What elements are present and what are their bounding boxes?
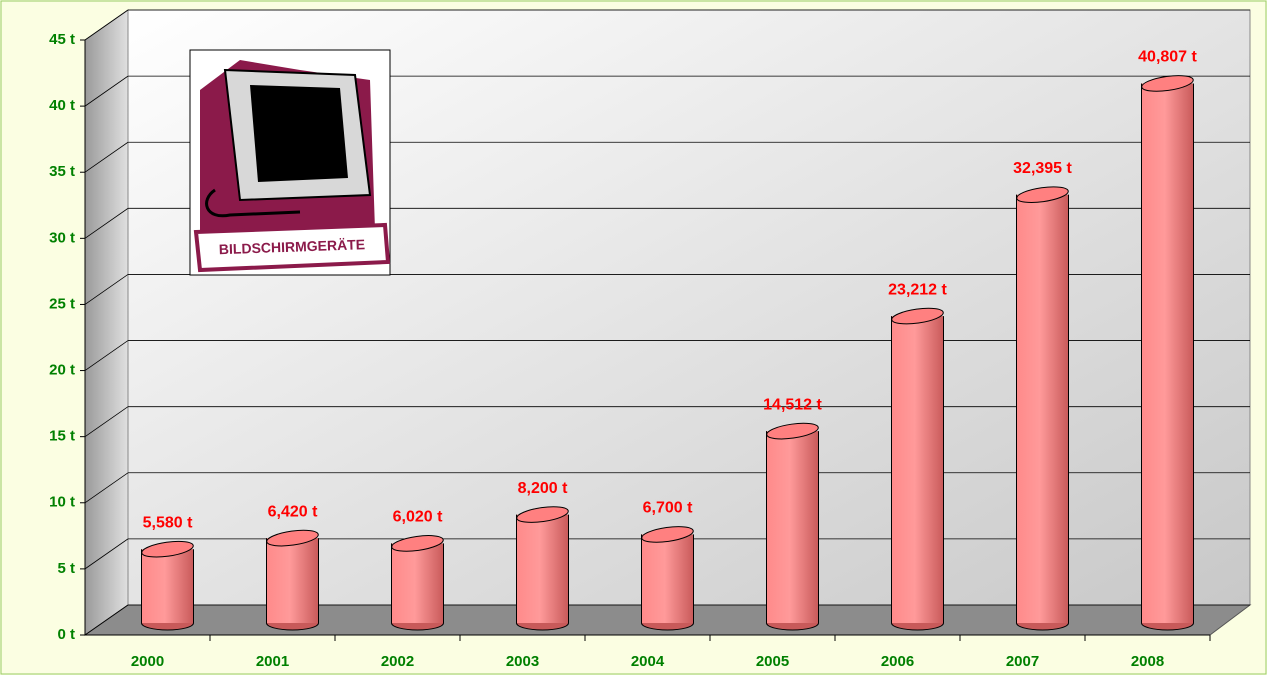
value-label: 32,395 t [1013, 160, 1072, 177]
bar [142, 549, 194, 623]
value-label: 8,200 t [518, 480, 568, 497]
side-wall [85, 10, 128, 635]
y-tick-label: 0 t [57, 626, 75, 643]
value-label: 23,212 t [888, 281, 947, 298]
y-tick-label: 10 t [49, 494, 75, 511]
bar [1017, 195, 1069, 623]
y-tick-label: 40 t [49, 97, 75, 114]
bar [892, 316, 944, 623]
y-tick-label: 45 t [49, 31, 75, 48]
monitor-screen [250, 85, 348, 182]
x-tick-label: 2007 [1006, 653, 1039, 670]
chart: 5,580 t 6,420 t 6,020 t 8,200 t 6,700 t 14,51… [0, 0, 1267, 675]
y-tick-label: 5 t [57, 560, 75, 577]
value-label: 14,512 t [763, 396, 822, 413]
bar [392, 543, 444, 623]
x-tick-label: 2003 [506, 653, 539, 670]
x-tick-label: 2006 [881, 653, 914, 670]
x-tick-label: 2001 [256, 653, 289, 670]
y-tick-label: 25 t [49, 295, 75, 312]
bar [1142, 83, 1194, 623]
y-tick-label: 15 t [49, 428, 75, 445]
clipart: BILDSCHIRMGERÄTE [190, 50, 390, 275]
y-tick-label: 35 t [49, 163, 75, 180]
x-tick-label: 2005 [756, 653, 789, 670]
x-tick-label: 2008 [1131, 653, 1164, 670]
bar [517, 515, 569, 623]
value-label: 40,807 t [1138, 49, 1197, 66]
y-tick-label: 20 t [49, 362, 75, 379]
value-label: 5,580 t [143, 514, 193, 531]
x-tick-label: 2002 [381, 653, 414, 670]
y-tick-label: 30 t [49, 229, 75, 246]
bar [642, 534, 694, 623]
bar [267, 538, 319, 623]
x-tick-label: 2004 [631, 653, 665, 670]
value-label: 6,700 t [643, 500, 693, 517]
value-label: 6,020 t [393, 509, 443, 526]
value-label: 6,420 t [268, 503, 318, 520]
x-tick-label: 2000 [131, 653, 164, 670]
bar [767, 431, 819, 623]
